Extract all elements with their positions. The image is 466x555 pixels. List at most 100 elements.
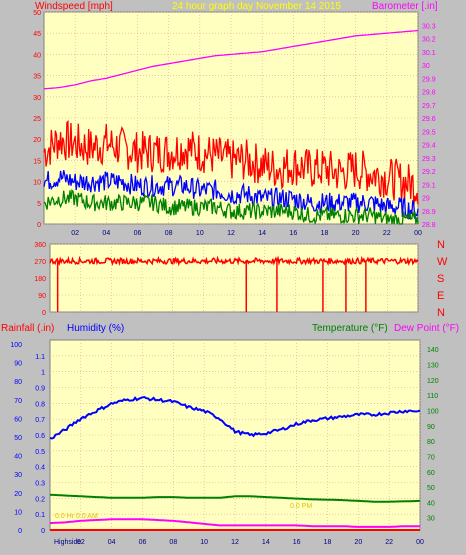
- humidity-tick-label: 50: [14, 435, 22, 442]
- x-tick-label: 02: [71, 230, 79, 237]
- rain-tick-label: 0.6: [35, 433, 45, 440]
- temp-tick-label: 120: [427, 378, 439, 385]
- x-tick-label: 18: [324, 539, 332, 546]
- rain-tick-label: 0.8: [35, 401, 45, 408]
- rain-tick-label: 0: [41, 528, 45, 535]
- compass-label: W: [437, 256, 448, 268]
- x-tick-label: 08: [169, 539, 177, 546]
- wind-tick-label: 45: [33, 31, 41, 38]
- temp-tick-label: 60: [427, 470, 435, 477]
- wind-tick-label: 35: [33, 74, 41, 81]
- rain-tick-label: 0.2: [35, 496, 45, 503]
- temp-line: [49, 493, 420, 503]
- baro-tick-label: 29: [422, 196, 430, 203]
- rain-tick-label: 0.3: [35, 481, 45, 488]
- wind-series-line: [43, 170, 419, 220]
- rain-tick-label: 0.9: [35, 386, 45, 393]
- wind-axis-title: Windspeed [mph]: [35, 1, 113, 12]
- temperature-axis-title: Temperature (°F): [312, 323, 388, 334]
- humidity-series: [49, 395, 421, 531]
- x-tick-label: 04: [108, 539, 116, 546]
- x-tick-label: 22: [385, 539, 393, 546]
- humidity-tick-label: 0: [18, 528, 22, 535]
- wind-tick-label: 30: [33, 95, 41, 102]
- x-tick-label: 06: [139, 539, 147, 546]
- temp-tick-label: 80: [427, 439, 435, 446]
- baro-tick-label: 29.5: [422, 129, 436, 136]
- wind-tick-label: 5: [37, 201, 41, 208]
- wind-tick-label: 50: [33, 10, 41, 17]
- x-tick-label: 12: [231, 539, 239, 546]
- wind-series-line: [43, 119, 419, 206]
- compass-label: E: [437, 290, 444, 302]
- x-tick-label: 06: [134, 230, 142, 237]
- x-tick-label: 20: [354, 539, 362, 546]
- temp-tick-label: 110: [427, 393, 438, 400]
- x-tick-label: 12: [227, 230, 235, 237]
- humidity-axis-x: 02 04 06 08 10 12 14 16 18 20 22 00: [77, 539, 424, 546]
- annotation-left: 0.0 Hr 0.0 AM: [55, 513, 98, 520]
- humidity-axis-left: 0 10 20 30 40 50 60 70 80 90 100: [10, 342, 22, 535]
- temp-tick-label: 50: [427, 485, 435, 492]
- x-tick-label: 22: [383, 230, 391, 237]
- wind-axis-x: 02 04 06 08 10 12 14 16 18 20 22 00: [71, 230, 422, 237]
- x-tick-label: 14: [258, 230, 266, 237]
- humidity-tick-label: 30: [14, 472, 22, 479]
- humidity-tick-label: 70: [14, 398, 22, 405]
- x-tick-label: 14: [262, 539, 270, 546]
- direction-tick-label: 0: [42, 310, 46, 317]
- temp-tick-label: 40: [427, 500, 435, 507]
- wind-tick-label: 10: [33, 180, 41, 187]
- temp-tick-label: 100: [427, 408, 439, 415]
- humidity-tick-label: 100: [10, 342, 22, 349]
- baro-axis-title: Barometer [.in]: [372, 1, 438, 12]
- highside-label: Highside: [54, 539, 81, 546]
- chart-title: 24 hour graph day November 14 2015: [172, 1, 341, 12]
- compass-label: N: [437, 239, 445, 251]
- humidity-tick-label: 10: [14, 509, 22, 516]
- rain-tick-label: 0.5: [35, 449, 45, 456]
- x-tick-label: 20: [352, 230, 360, 237]
- direction-tick-label: 90: [38, 293, 46, 300]
- x-tick-label: 00: [414, 230, 422, 237]
- x-tick-label: 16: [293, 539, 301, 546]
- compass-label: S: [437, 273, 444, 285]
- x-tick-label: 18: [321, 230, 329, 237]
- wind-axis-left: 0 5 10 15 20 25 30 35 40 45 50: [33, 10, 41, 229]
- wind-tick-label: 15: [33, 158, 41, 165]
- x-tick-label: 02: [77, 539, 85, 546]
- direction-tick-label: 270: [34, 259, 46, 266]
- temp-tick-label: 70: [427, 454, 435, 461]
- direction-series: [49, 255, 419, 312]
- hum-line: [49, 395, 421, 440]
- rain-tick-label: 0.7: [35, 417, 45, 424]
- x-tick-label: 08: [165, 230, 173, 237]
- baro-tick-label: 29.6: [422, 116, 436, 123]
- wind-tick-label: 20: [33, 137, 41, 144]
- direction-line: [49, 255, 419, 267]
- direction-tick-label: 360: [34, 242, 46, 249]
- baro-tick-label: 29.9: [422, 76, 436, 83]
- humidity-tick-label: 20: [14, 491, 22, 498]
- temp-tick-label: 90: [427, 424, 435, 431]
- baro-tick-label: 29.2: [422, 169, 436, 176]
- wind-tick-label: 0: [37, 222, 41, 229]
- temp-tick-label: 140: [427, 347, 439, 354]
- baro-tick-label: 30.1: [422, 50, 436, 57]
- rain-tick-label: 0.1: [35, 512, 45, 519]
- baro-tick-label: 28.8: [422, 222, 436, 229]
- humidity-tick-label: 90: [14, 361, 22, 368]
- x-tick-label: 04: [102, 230, 110, 237]
- baro-tick-label: 30: [422, 63, 430, 70]
- compass-label: N: [437, 307, 445, 319]
- rain-axis-left: 0 0.1 0.2 0.3 0.4 0.5 0.6 0.7 0.8 0.9 1 1.1: [35, 354, 45, 535]
- baro-tick-label: 30.2: [422, 37, 436, 44]
- annotation-mid: 0.0 PM: [290, 503, 312, 510]
- rainfall-axis-title: Rainfall (.in): [1, 323, 54, 334]
- barometer-line: [43, 29, 419, 90]
- wind-series: [43, 29, 419, 225]
- wind-tick-label: 25: [33, 116, 41, 123]
